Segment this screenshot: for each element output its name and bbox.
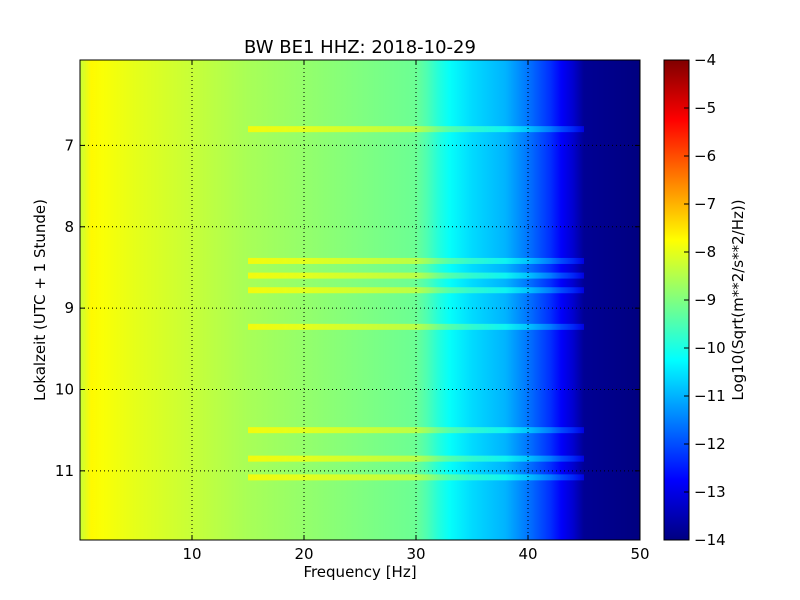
y-tick-label: 9 (64, 299, 74, 317)
y-tick-label: 8 (64, 218, 74, 236)
colorbar-tick-label: −6 (694, 147, 716, 165)
loud-band (248, 287, 584, 294)
loud-band (248, 272, 584, 279)
colorbar-ticks: −4 −5 −6 −7 −8 −9 −10 −11 −12 −13 −14 (684, 51, 726, 549)
colorbar-tick-label: −11 (694, 387, 726, 405)
x-tick-label: 40 (518, 545, 537, 563)
loud-band (248, 474, 584, 481)
x-axis-ticks: 10 20 30 40 50 (182, 60, 650, 563)
y-tick-label: 7 (64, 136, 74, 154)
colorbar-tick-label: −12 (694, 435, 726, 453)
y-tick-label: 10 (55, 380, 74, 398)
plot-area: 10 20 30 40 50 7 8 9 10 11 (55, 59, 650, 563)
colorbar: −4 −5 −6 −7 −8 −9 −10 −11 −12 −13 −14 Log10(Sqrt(m… (663, 51, 747, 549)
loud-band (248, 427, 584, 434)
x-tick-label: 30 (406, 545, 425, 563)
colorbar-tick-label: −9 (694, 291, 716, 309)
x-tick-label: 20 (294, 545, 313, 563)
colorbar-tick-label: −4 (694, 51, 716, 69)
plot-frame (79, 59, 641, 541)
colorbar-tick-label: −5 (694, 99, 716, 117)
colorbar-label: Log10(Sqrt(m**2/s**2/Hz)) (729, 199, 747, 400)
loud-band (248, 455, 584, 462)
y-axis-ticks: 7 8 9 10 11 (55, 136, 640, 480)
colorbar-tick-label: −8 (694, 243, 716, 261)
colorbar-tick-label: −14 (694, 531, 726, 549)
chart-title: BW BE1 HHZ: 2018-10-29 (244, 37, 476, 58)
loud-band (248, 126, 584, 133)
x-tick-label: 50 (630, 545, 649, 563)
y-tick-label: 11 (55, 462, 74, 480)
colorbar-tick-label: −7 (694, 195, 716, 213)
grid-lines (80, 60, 640, 540)
x-tick-label: 10 (182, 545, 201, 563)
colorbar-tick-label: −13 (694, 483, 726, 501)
x-axis-label: Frequency [Hz] (303, 563, 416, 581)
loud-band (248, 323, 584, 330)
colorbar-tick-label: −10 (694, 339, 726, 357)
y-axis-label: Lokalzeit (UTC + 1 Stunde) (31, 199, 49, 401)
